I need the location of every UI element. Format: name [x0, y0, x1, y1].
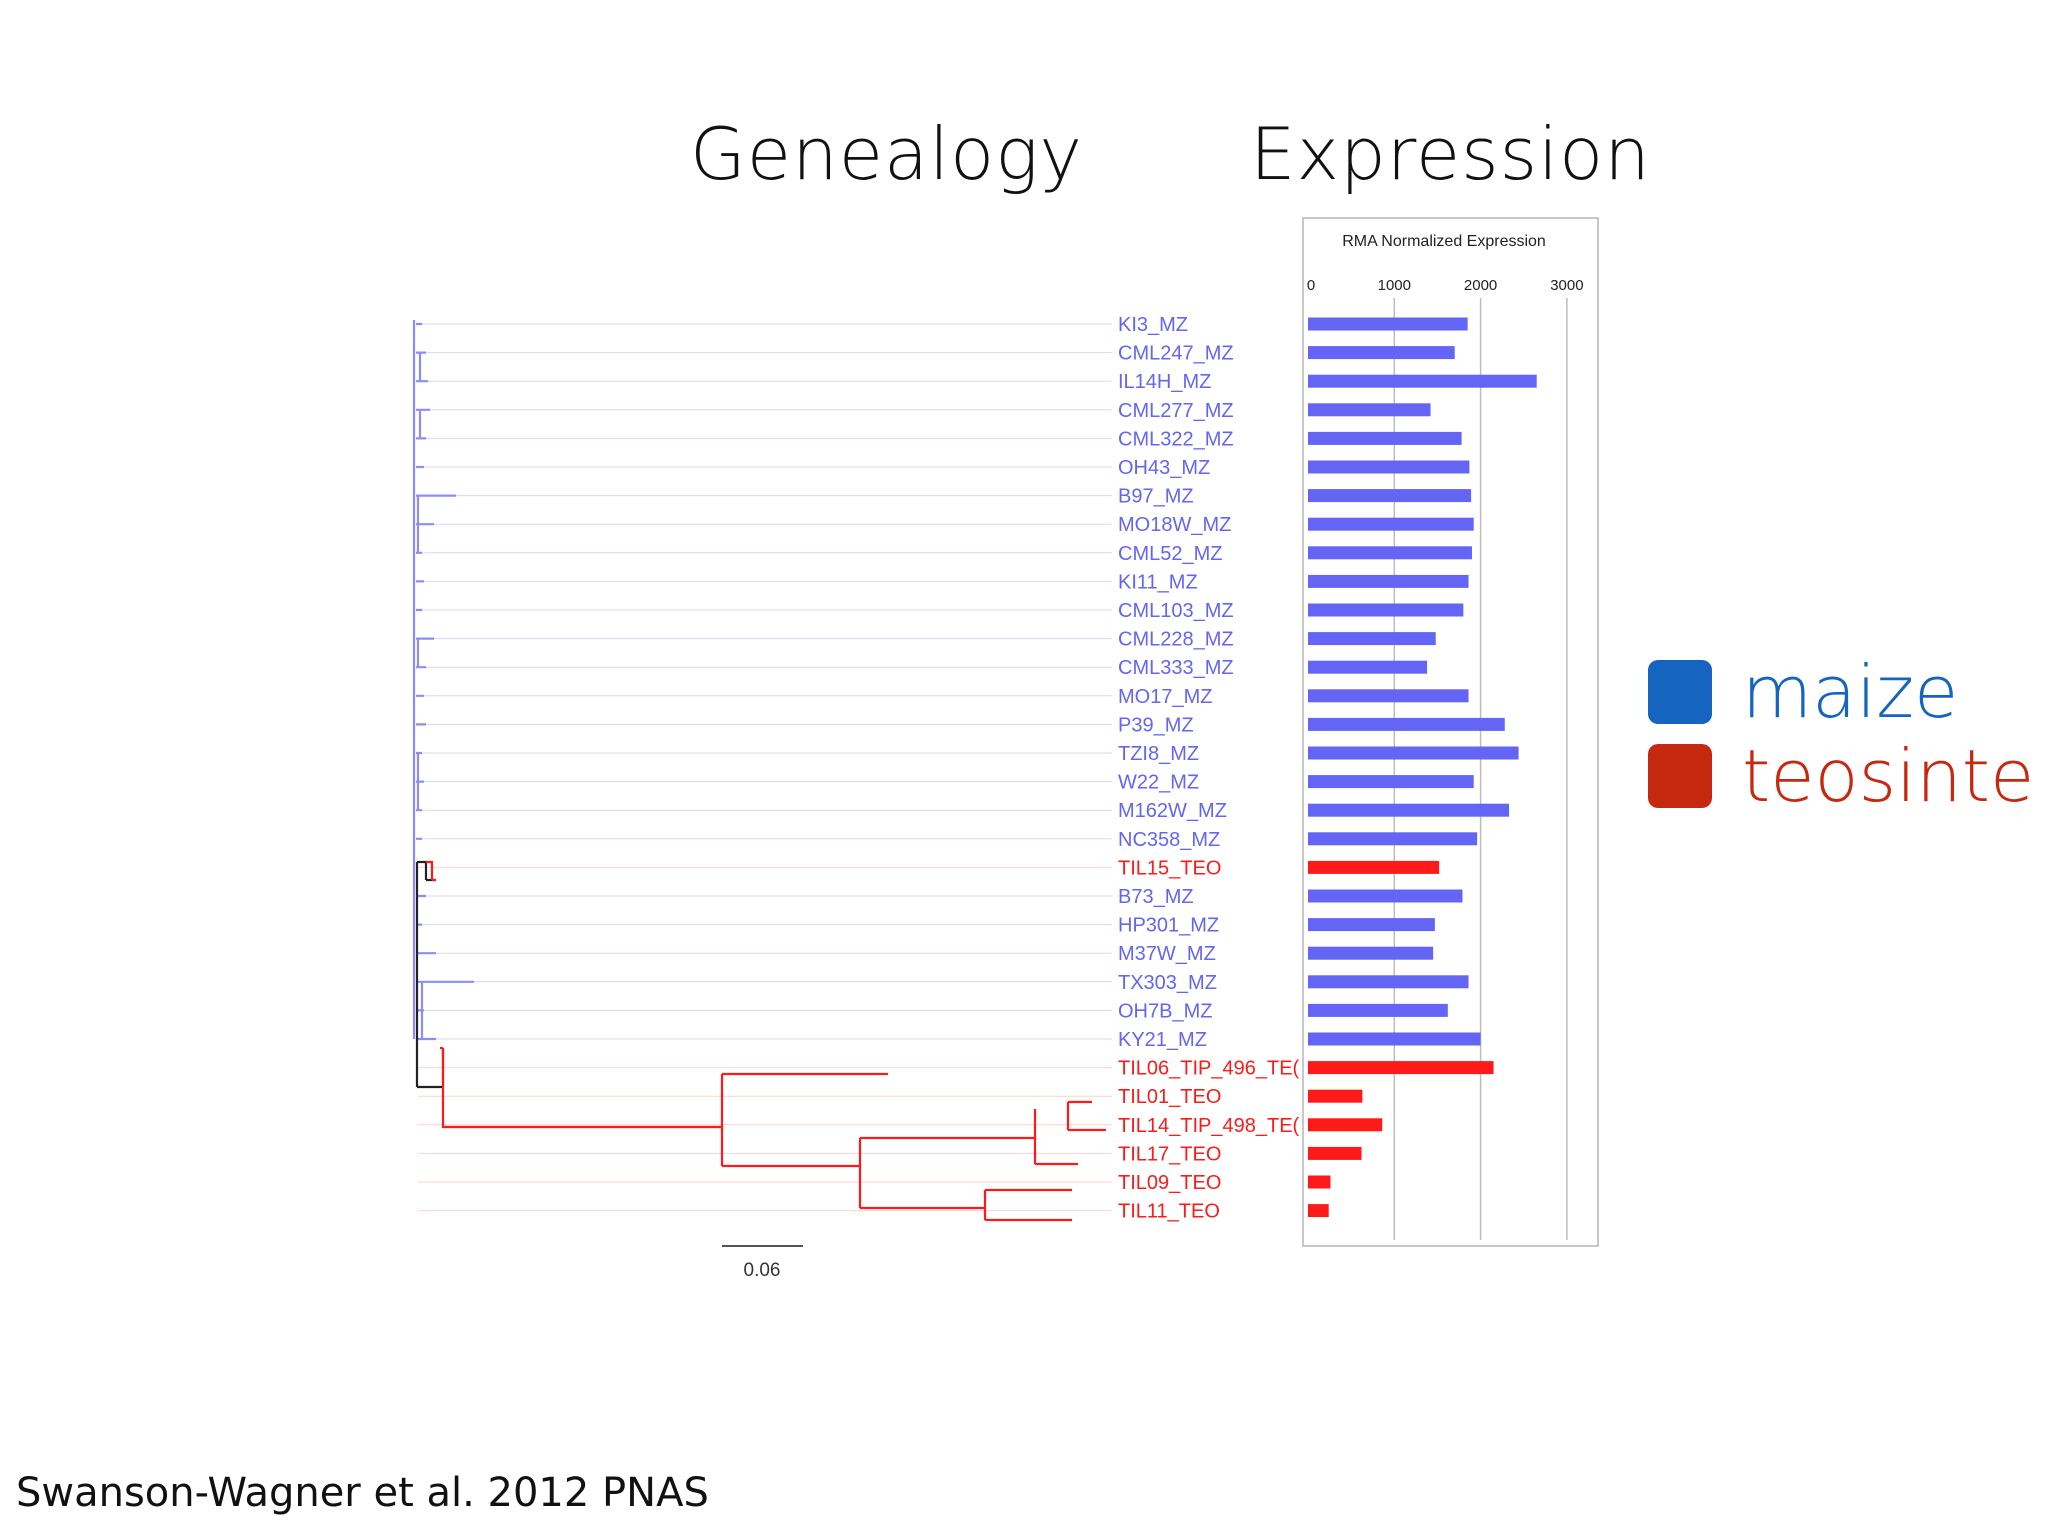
bar-KY21_MZ — [1308, 1032, 1481, 1046]
scale-bar-label: 0.06 — [744, 1260, 781, 1281]
leaf-label: M162W_MZ — [1118, 800, 1227, 822]
bar-B97_MZ — [1308, 489, 1472, 503]
leaf-label: TIL01_TEO — [1118, 1086, 1221, 1108]
leaf-label: B73_MZ — [1118, 886, 1194, 908]
bar-CML333_MZ — [1308, 660, 1428, 674]
x-axis-tick-labels: 0 1000 2000 3000 — [1307, 277, 1584, 294]
bar-P39_MZ — [1308, 717, 1505, 731]
leaf-label: KI3_MZ — [1118, 314, 1188, 336]
x-tick-label: 3000 — [1550, 277, 1583, 294]
chart-gridlines — [1393, 298, 1568, 1240]
bar-CML277_MZ — [1308, 403, 1431, 417]
chart-frame — [1302, 217, 1599, 1247]
bar-TIL11_TEO — [1308, 1204, 1329, 1218]
x-tick-label: 1000 — [1378, 277, 1411, 294]
bar-CML103_MZ — [1308, 603, 1464, 617]
bar-B73_MZ — [1308, 889, 1463, 903]
leaf-label: CML52_MZ — [1118, 543, 1222, 565]
bar-M162W_MZ — [1308, 803, 1510, 817]
bar-HP301_MZ — [1308, 918, 1435, 932]
leaf-label: NC358_MZ — [1118, 829, 1220, 851]
leaf-label: M37W_MZ — [1118, 943, 1216, 965]
bar-NC358_MZ — [1308, 832, 1478, 846]
leaf-label: OH7B_MZ — [1118, 1000, 1212, 1022]
bar-OH7B_MZ — [1308, 1003, 1448, 1017]
bar-MO18W_MZ — [1308, 517, 1474, 531]
leaf-label: TIL09_TEO — [1118, 1172, 1221, 1194]
maize-swatch — [1648, 660, 1712, 724]
genealogy-heading: Genealogy — [690, 112, 1084, 196]
leaf-label: TIL17_TEO — [1118, 1143, 1221, 1165]
teosinte-swatch — [1648, 744, 1712, 808]
bars — [1308, 317, 1537, 1218]
leaf-label: KI11_MZ — [1118, 571, 1198, 593]
leaf-label: TIL14_TIP_498_TE( — [1118, 1115, 1300, 1137]
bar-KI11_MZ — [1308, 574, 1469, 588]
bar-TIL14_TIP_498_TE( — [1308, 1118, 1383, 1132]
bar-TIL09_TEO — [1308, 1175, 1331, 1189]
bar-TX303_MZ — [1308, 975, 1469, 989]
citation: Swanson-Wagner et al. 2012 PNAS — [16, 1470, 709, 1516]
bar-CML228_MZ — [1308, 632, 1436, 646]
bar-M37W_MZ — [1308, 946, 1434, 960]
leaf-label: CML322_MZ — [1118, 428, 1234, 450]
leaf-label: CML333_MZ — [1118, 657, 1234, 679]
bar-TIL01_TEO — [1308, 1089, 1363, 1103]
legend-label-teosinte: teosinte — [1742, 734, 2035, 818]
tree-scale-bar: 0.06 — [722, 1245, 803, 1281]
leaf-guide-lines — [418, 323, 1112, 1212]
leaf-label: TX303_MZ — [1118, 972, 1217, 994]
bar-IL14H_MZ — [1308, 374, 1537, 388]
legend-item-maize: maize — [1648, 656, 1958, 728]
leaf-label: OH43_MZ — [1118, 457, 1210, 479]
bar-CML247_MZ — [1308, 346, 1455, 360]
bar-KI3_MZ — [1308, 317, 1468, 331]
leaf-label: IL14H_MZ — [1118, 371, 1211, 393]
leaf-label: CML103_MZ — [1118, 600, 1234, 622]
bar-TZI8_MZ — [1308, 746, 1519, 760]
bar-CML322_MZ — [1308, 431, 1462, 445]
bar-CML52_MZ — [1308, 546, 1472, 560]
genealogy-tree — [412, 320, 1106, 1222]
leaf-label: B97_MZ — [1118, 486, 1194, 508]
bar-W22_MZ — [1308, 775, 1474, 789]
chart-title: RMA Normalized Expression — [1342, 233, 1546, 250]
leaf-label: MO18W_MZ — [1118, 514, 1231, 536]
leaf-label: TIL15_TEO — [1118, 857, 1221, 879]
maize-clade-branches — [412, 320, 474, 1041]
maize-branch-path — [412, 320, 474, 1041]
leaf-label: TIL06_TIP_496_TE( — [1118, 1058, 1300, 1080]
bar-OH43_MZ — [1308, 460, 1470, 474]
x-tick-label: 2000 — [1464, 277, 1497, 294]
legend-label-maize: maize — [1742, 650, 1959, 734]
expression-bar-chart: RMA Normalized Expression 0 1000 2000 3000 — [1302, 217, 1599, 1247]
leaf-label: MO17_MZ — [1118, 686, 1212, 708]
leaf-label: HP301_MZ — [1118, 915, 1219, 937]
teosinte-clade-branches — [426, 860, 1106, 1222]
leaf-label: CML247_MZ — [1118, 343, 1234, 365]
bar-MO17_MZ — [1308, 689, 1469, 703]
x-tick-label: 0 — [1307, 277, 1315, 294]
leaf-label: KY21_MZ — [1118, 1029, 1207, 1051]
leaf-label: W22_MZ — [1118, 772, 1199, 794]
expression-heading: Expression — [1250, 112, 1651, 196]
leaf-labels: KI3_MZ CML247_MZ IL14H_MZ CML277_MZ CML322_M… — [1118, 314, 1300, 1223]
leaf-label: TIL11_TEO — [1118, 1201, 1220, 1223]
legend-item-teosinte: teosinte — [1648, 740, 2034, 812]
leaf-label: CML277_MZ — [1118, 400, 1234, 422]
leaf-label: P39_MZ — [1118, 714, 1194, 736]
bar-TIL15_TEO — [1308, 860, 1440, 874]
leaf-label: CML228_MZ — [1118, 629, 1234, 651]
bar-TIL17_TEO — [1308, 1146, 1362, 1160]
leaf-label: TZI8_MZ — [1118, 743, 1199, 765]
bar-TIL06_TIP_496_TE( — [1308, 1061, 1494, 1075]
